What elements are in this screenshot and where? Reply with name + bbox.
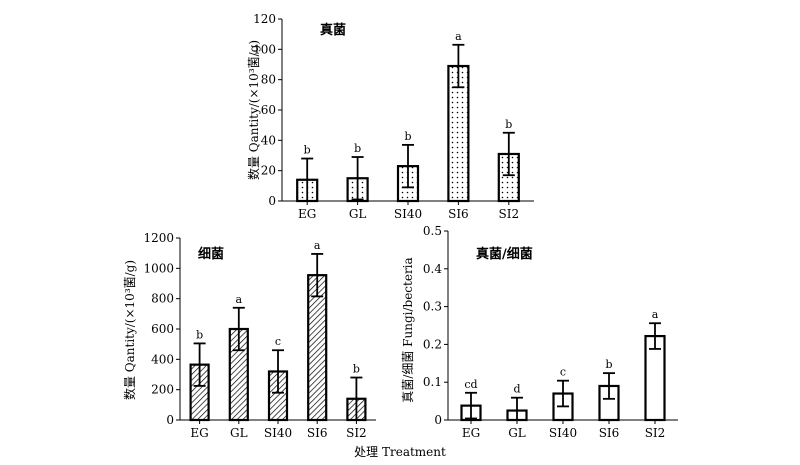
bacteria-y-axis-title: 数量 Qantity/(×10³菌/g) xyxy=(122,260,137,400)
bacteria-x-tick-label: SI2 xyxy=(346,426,367,440)
fungi-x-tick-label: SI2 xyxy=(498,207,519,221)
fungi-significance-letter: b xyxy=(354,142,361,155)
bacteria-significance-letter: a xyxy=(236,293,243,306)
bacteria-x-tick-label: SI6 xyxy=(307,426,328,440)
ratio-y-tick-label: 0.5 xyxy=(423,224,442,238)
fungi-y-tick-label: 120 xyxy=(253,12,276,26)
fungi-y-tick-label: 60 xyxy=(261,103,276,117)
bacteria-y-tick-label: 800 xyxy=(151,292,174,306)
ratio-chart-title: 真菌/细菌 xyxy=(476,246,533,262)
bacteria-x-tick-label: EG xyxy=(190,426,208,440)
shared-x-axis-title: 处理 Treatment xyxy=(354,445,446,459)
fungi-x-tick-label: SI40 xyxy=(394,207,422,221)
bacteria-x-tick-label: SI40 xyxy=(264,426,292,440)
fungi-significance-letter: b xyxy=(404,130,411,143)
bacteria-y-tick-label: 400 xyxy=(151,352,174,366)
bacteria-significance-letter: b xyxy=(353,363,360,376)
fungi-y-axis-title: 数量 Qantity/(×10³菌/g) xyxy=(246,40,261,180)
ratio-x-tick-label: SI40 xyxy=(549,426,577,440)
fungi-significance-letter: b xyxy=(505,118,512,131)
ratio-y-tick-label: 0.1 xyxy=(423,375,442,389)
ratio-y-tick-label: 0.2 xyxy=(423,337,442,351)
bacteria-significance-letter: a xyxy=(314,239,321,252)
ratio-significance-letter: a xyxy=(652,308,659,321)
bacteria-significance-letter: b xyxy=(196,328,203,341)
bacteria-chart: 细菌 数量 Qantity/(×10³菌/g) 0 200 400 600 800 100… xyxy=(122,231,376,440)
ratio-x-tick-label: GL xyxy=(508,426,526,440)
ratio-x-tick-label: SI2 xyxy=(645,426,666,440)
ratio-significance-letter: c xyxy=(560,366,566,379)
ratio-x-tick-label: EG xyxy=(462,426,480,440)
fungi-x-tick-label: GL xyxy=(349,207,367,221)
fungi-significance-letter: a xyxy=(455,30,462,43)
ratio-significance-letter: d xyxy=(513,383,520,396)
fungi-significance-letter: b xyxy=(304,144,311,157)
bacteria-significance-letter: c xyxy=(275,335,281,348)
fungi-y-tick-label: 20 xyxy=(261,164,276,178)
bacteria-x-tick-label: GL xyxy=(230,426,248,440)
bacteria-y-tick-label: 1200 xyxy=(143,231,174,245)
bacteria-y-tick-label: 200 xyxy=(151,383,174,397)
bacteria-y-tick-label: 600 xyxy=(151,322,174,336)
fungi-y-tick-label: 40 xyxy=(261,133,276,147)
fungi-y-tick-label: 0 xyxy=(268,194,276,208)
bacteria-y-tick-label: 0 xyxy=(166,413,174,427)
fungi-x-tick-label: EG xyxy=(298,207,316,221)
ratio-y-tick-label: 0 xyxy=(434,413,442,427)
fungi-x-tick-label: SI6 xyxy=(448,207,469,221)
fungi-chart: 真菌 数量 Qantity/(×10³菌/g) 0 20 40 60 80 100 120 b… xyxy=(246,12,534,221)
fungi-chart-title: 真菌 xyxy=(320,22,346,38)
ratio-y-tick-label: 0.4 xyxy=(423,262,442,276)
ratio-y-tick-label: 0.3 xyxy=(423,300,442,314)
fungi-y-tick-label: 100 xyxy=(253,42,276,56)
ratio-chart: 真菌/细菌 真菌/细菌 Fungi/becteria 0 0.1 0.2 0.3 0.4… xyxy=(401,224,678,440)
ratio-y-axis-title: 真菌/细菌 Fungi/becteria xyxy=(401,257,415,402)
ratio-x-tick-label: SI6 xyxy=(599,426,620,440)
fungi-y-tick-label: 80 xyxy=(261,73,276,87)
bacteria-y-tick-label: 1000 xyxy=(143,261,174,275)
bacteria-chart-title: 细菌 xyxy=(198,246,224,262)
ratio-significance-letter: cd xyxy=(464,378,477,391)
ratio-significance-letter: b xyxy=(605,358,612,371)
